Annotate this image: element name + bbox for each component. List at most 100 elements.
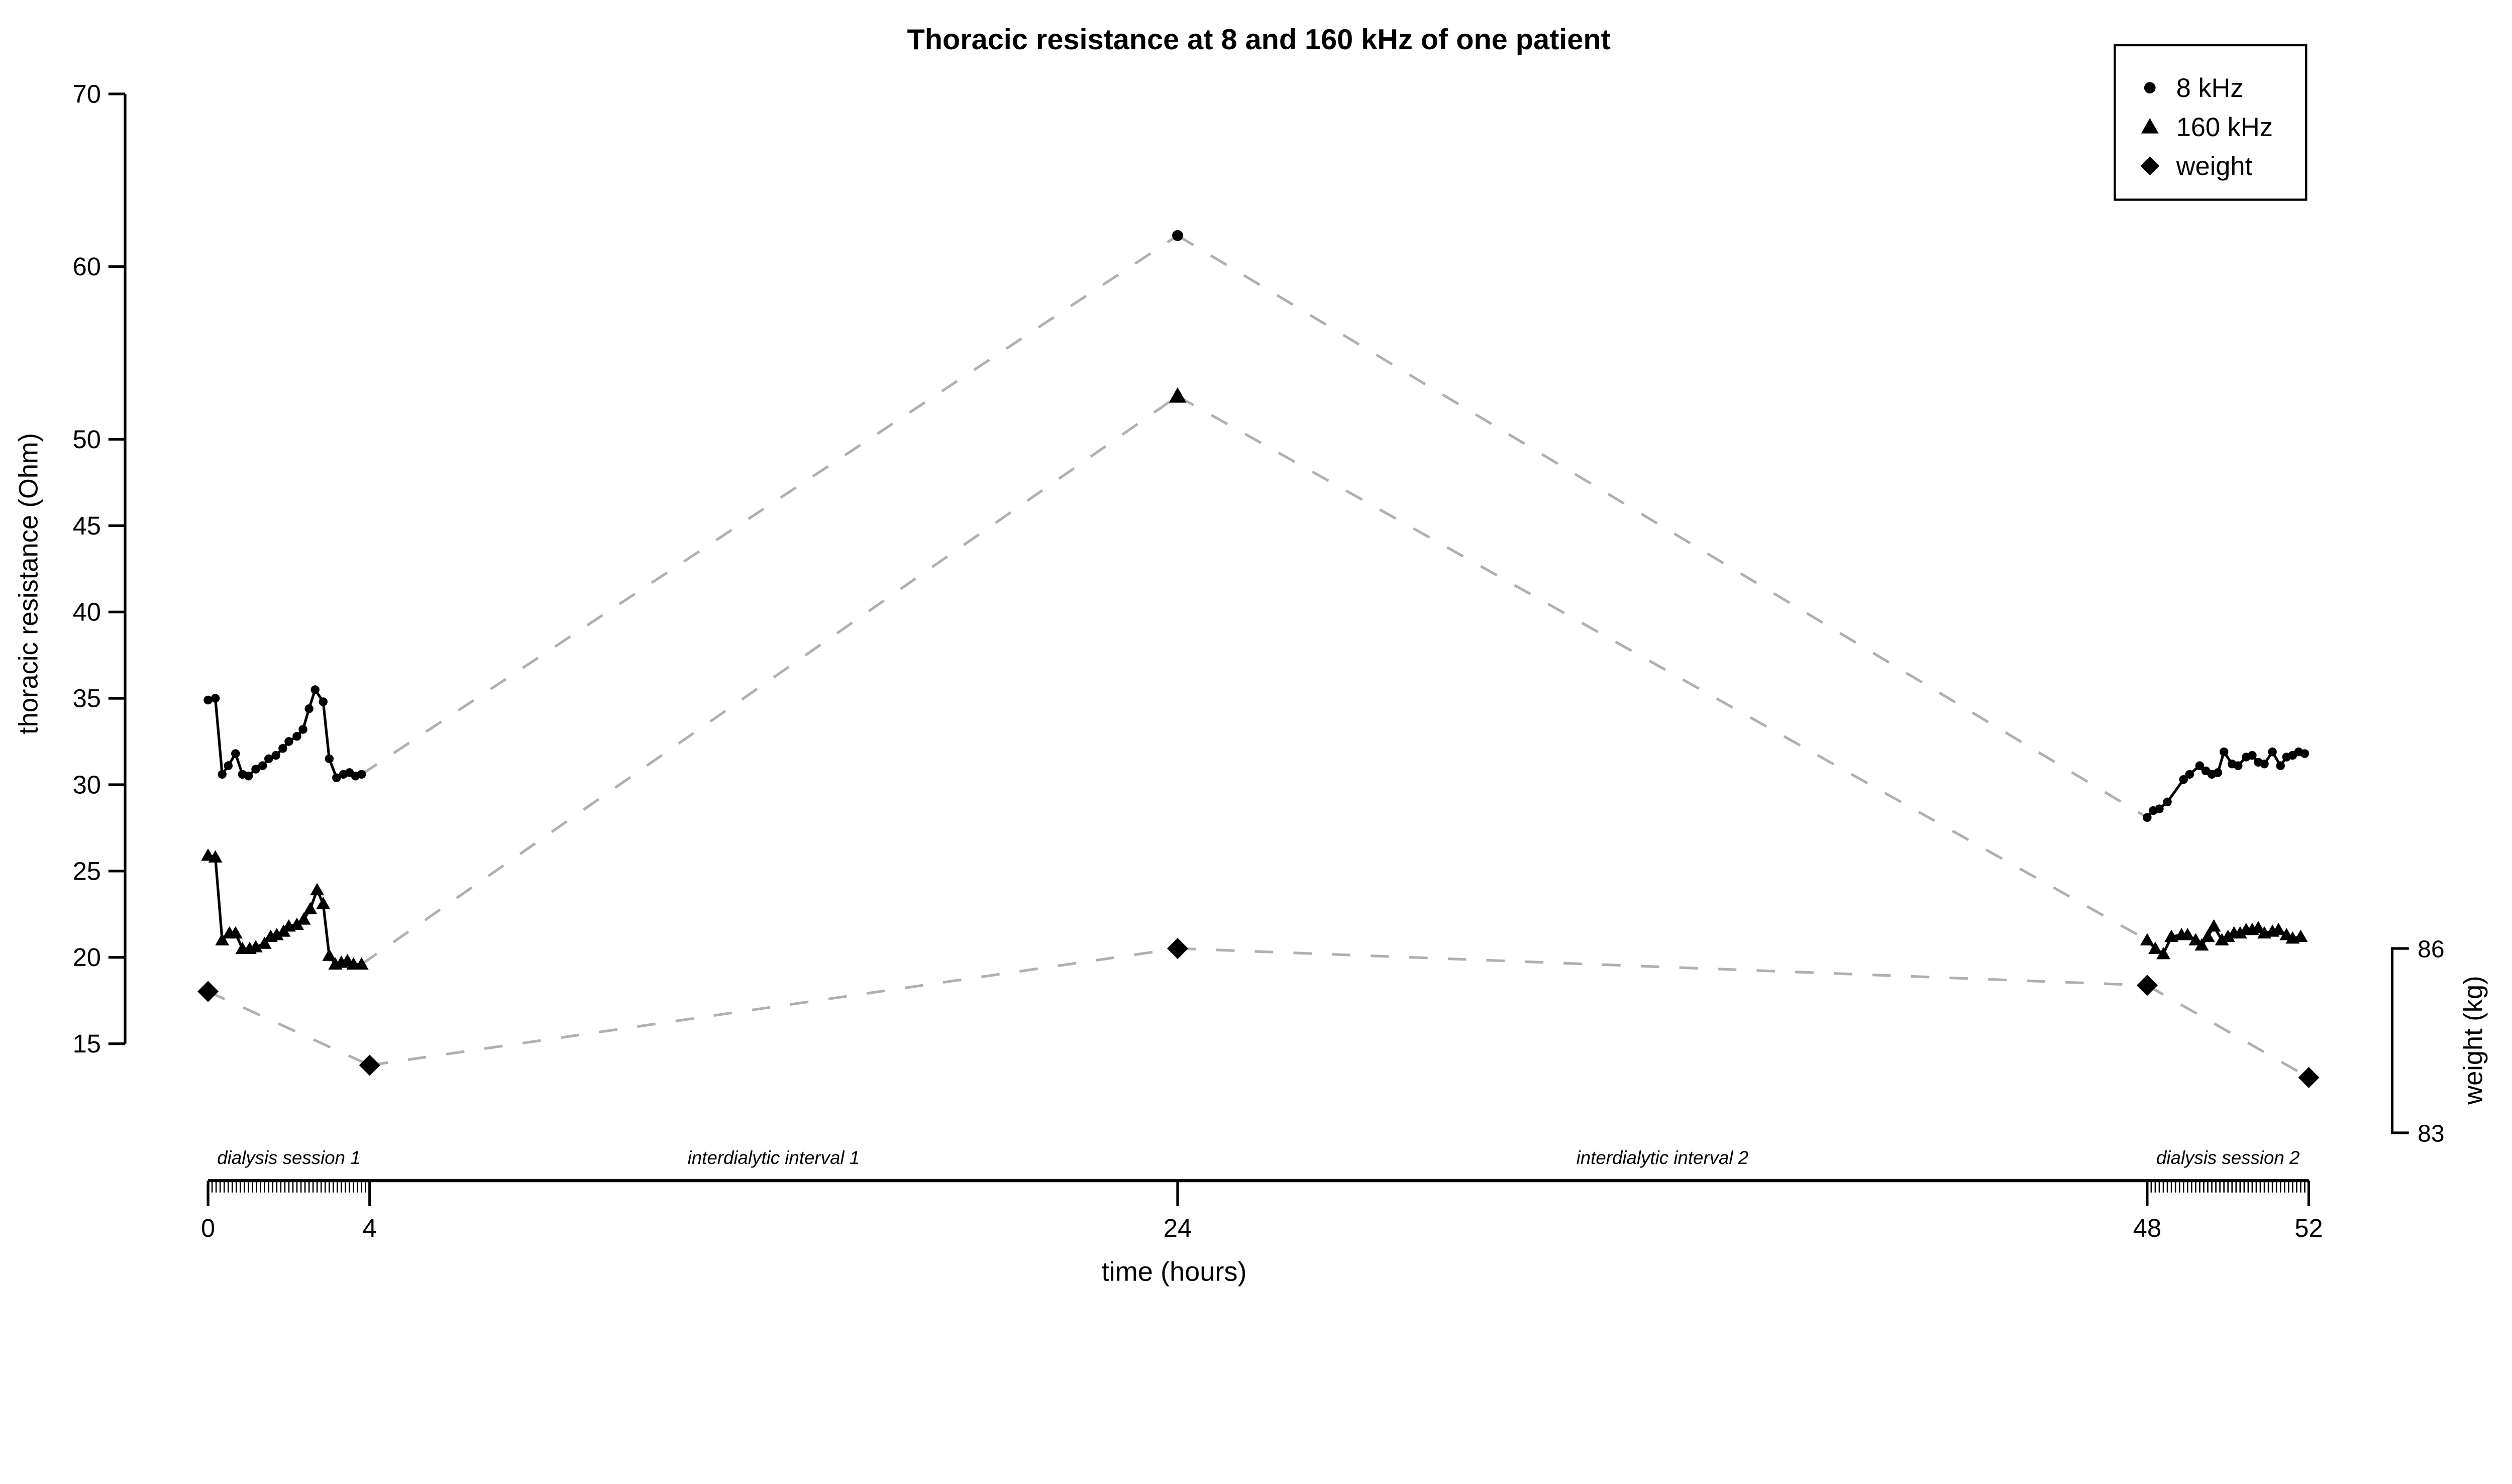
diamond-marker: [2136, 975, 2158, 996]
circle-marker: [231, 749, 240, 758]
circle-marker: [2219, 747, 2229, 757]
circle-marker: [2260, 759, 2269, 769]
circle-marker: [264, 754, 273, 764]
weight-axis-bracket: [2390, 947, 2409, 1134]
circle-marker: [2300, 749, 2310, 758]
y-tick-label: 50: [73, 425, 101, 454]
dashed-connector: [1177, 947, 2147, 987]
triangle-marker: [2156, 946, 2170, 960]
x-axis-title: time (hours): [1102, 1256, 1247, 1287]
circle-marker: [251, 765, 260, 774]
circle-marker: [332, 773, 341, 782]
dashed-connector: [1177, 234, 2148, 819]
legend-label: 8 kHz: [2176, 74, 2244, 103]
triangle-marker: [2207, 919, 2221, 932]
circle-marker: [1172, 230, 1183, 241]
y-tick-label: 60: [73, 252, 101, 281]
triangle-marker: [2180, 928, 2195, 940]
phase-annotations: dialysis session 1 interdialytic interval…: [217, 1147, 2299, 1168]
circle-marker: [203, 695, 213, 705]
y-tick-label: 25: [73, 857, 101, 885]
triangle-marker: [296, 912, 311, 925]
triangle-marker: [2271, 922, 2286, 935]
weight-tick-label: 86: [2418, 936, 2444, 963]
x-tick-label: 4: [363, 1214, 377, 1242]
circle-marker: [2179, 775, 2188, 784]
x-axis: 0 4 24 48 52 time (hours): [201, 1179, 2323, 1287]
diamond-marker: [1167, 938, 1188, 959]
dashed-connector: [361, 395, 1179, 966]
circle-marker: [2213, 768, 2223, 777]
circle-marker: [2195, 761, 2205, 770]
phase-annotation: dialysis session 1: [217, 1147, 360, 1168]
y-axis-left: 15 20 25 30 35 40 45 50 60 70 thoracic resistance …: [14, 79, 127, 1058]
series-layer: [197, 230, 2320, 1088]
triangle-marker: [310, 883, 325, 896]
triangle-marker: [208, 850, 223, 863]
circle-marker: [224, 761, 233, 770]
circle-marker: [2234, 761, 2243, 770]
dashed-connector: [207, 990, 370, 1067]
y-axis-right: 86 83 weight (kg): [2390, 936, 2488, 1147]
series-weight: [197, 938, 2320, 1088]
diamond-marker: [359, 1054, 380, 1076]
y-tick-label: 35: [73, 684, 101, 713]
triangle-marker: [322, 948, 337, 961]
triangle-marker: [303, 902, 318, 914]
triangle-marker: [2221, 929, 2235, 942]
solid-segment: [207, 854, 362, 966]
triangle-marker: [2215, 933, 2229, 945]
circle-marker: [357, 770, 366, 779]
figure-page: 15 20 25 30 35 40 45 50 60 70 thoracic resistance …: [14, 23, 2488, 1287]
circle-marker: [2276, 761, 2285, 770]
x-tick-label: 24: [1164, 1214, 1192, 1242]
y-tick-label: 30: [73, 770, 101, 799]
circle-marker: [2163, 797, 2172, 807]
circle-marker: [2268, 747, 2277, 757]
triangle-marker: [2188, 933, 2203, 945]
dashed-connector: [2146, 984, 2310, 1079]
triangle-marker: [228, 926, 243, 939]
phase-annotation: dialysis session 2: [2156, 1147, 2299, 1168]
series-8-khz: [203, 230, 2310, 822]
circle-marker: [271, 751, 280, 760]
y-tick-label: 45: [73, 511, 101, 540]
circle-marker: [2143, 813, 2152, 822]
triangle-marker: [354, 957, 369, 970]
circle-marker: [2155, 804, 2164, 813]
x-tick-label: 0: [201, 1214, 215, 1242]
series-160-khz: [201, 387, 2308, 970]
legend-label: weight: [2176, 152, 2253, 181]
dashed-connector: [369, 947, 1178, 1067]
circle-marker: [2185, 770, 2194, 779]
circle-legend-icon: [2144, 82, 2156, 94]
circle-marker: [284, 737, 293, 746]
triangle-marker: [290, 917, 304, 930]
triangle-legend-icon: [2141, 118, 2159, 134]
chart-title: Thoracic resistance at 8 and 160 kHz of …: [907, 24, 1611, 56]
triangle-marker: [2164, 929, 2179, 942]
y-tick-label: 20: [73, 943, 101, 972]
circle-marker: [310, 685, 320, 694]
legend-box: [2114, 44, 2308, 201]
legend-label: 160 kHz: [2176, 113, 2273, 142]
triangle-marker: [316, 897, 331, 909]
triangle-marker: [2140, 933, 2154, 945]
circle-marker: [292, 731, 301, 741]
diamond-marker: [2298, 1067, 2320, 1088]
phase-annotation: interdialytic interval 1: [688, 1147, 860, 1168]
circle-marker: [278, 744, 287, 753]
triangle-marker: [257, 936, 272, 949]
y-axis-right-title: weight (kg): [2459, 976, 2488, 1105]
diamond-marker: [197, 981, 219, 1002]
legend-entry-160-khz: 160 kHz: [2141, 113, 2273, 142]
circle-marker: [298, 725, 307, 734]
circle-marker: [319, 697, 328, 706]
y-axis-left-title: thoracic resistance (Ohm): [14, 433, 43, 734]
triangle-marker: [2233, 926, 2247, 939]
phase-annotation: interdialytic interval 2: [1577, 1147, 1749, 1168]
circle-marker: [2248, 751, 2257, 760]
triangle-marker: [269, 928, 284, 940]
weight-tick-label: 83: [2418, 1120, 2444, 1147]
